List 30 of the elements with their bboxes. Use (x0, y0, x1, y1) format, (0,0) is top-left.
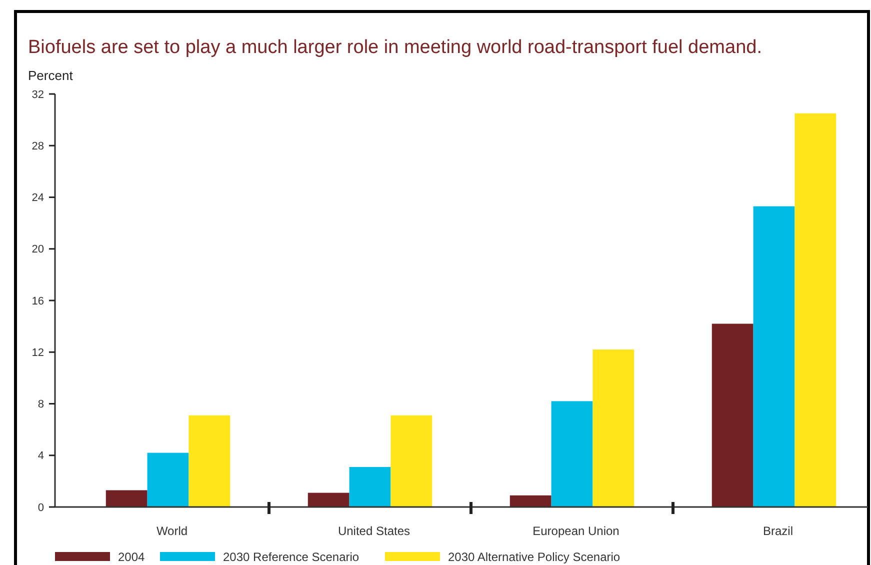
y-tick-label: 20 (32, 244, 44, 256)
x-tick-label: United States (338, 524, 410, 538)
bar (712, 324, 754, 507)
y-axis-title: Percent (28, 68, 74, 83)
bar (349, 466, 391, 507)
bar (592, 350, 634, 507)
y-tick-label: 24 (32, 192, 44, 204)
bar (308, 492, 350, 507)
x-tick-label: World (156, 524, 188, 538)
x-tick-label: European Union (532, 524, 620, 538)
legend-label: 2030 Alternative Policy Scenario (448, 550, 620, 564)
x-tick-label: Brazil (762, 524, 794, 538)
y-tick-label: 12 (32, 346, 44, 359)
y-tick-label: 4 (38, 450, 44, 462)
y-tick-label: 28 (32, 140, 44, 152)
chart-title: Biofuels are set to play a much larger role in meeting world road-transport fuel demand. (28, 37, 762, 58)
bar (510, 495, 552, 507)
y-tick-label: 16 (32, 295, 44, 308)
y-tick-label: 32 (32, 88, 44, 101)
legend-label: 2004 (118, 550, 146, 564)
legend-label: 2030 Reference Scenario (223, 550, 360, 564)
y-tick-label: 8 (38, 398, 44, 411)
bar (106, 490, 148, 507)
y-tick-label: 0 (38, 502, 44, 514)
bar (188, 415, 230, 507)
bar (551, 401, 593, 507)
bar (147, 452, 189, 507)
bar (794, 113, 836, 507)
bar (753, 206, 795, 507)
bar (390, 415, 432, 507)
